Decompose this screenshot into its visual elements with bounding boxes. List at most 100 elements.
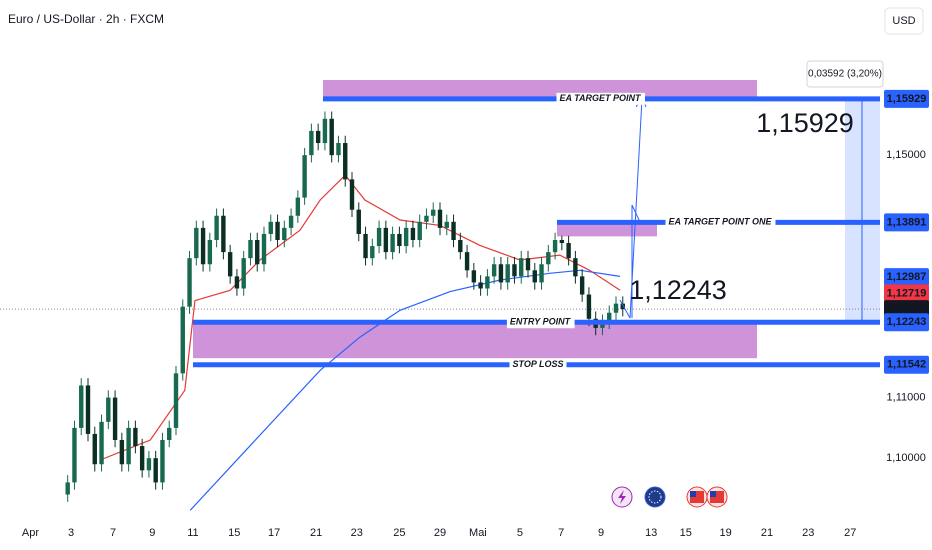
candle-body (478, 282, 483, 289)
candle-body (458, 240, 463, 253)
x-tick-label: Mai (469, 527, 487, 539)
x-tick-label: 23 (351, 527, 363, 539)
level-label-bg (556, 92, 646, 105)
y-tick-label: 1,11000 (887, 391, 926, 403)
plot: EA TARGET POINT EA TARGET POINT ONE ENTRY … (0, 80, 880, 511)
x-tick-label: 13 (645, 527, 657, 539)
candle-body (275, 221, 280, 240)
candle-body (403, 227, 409, 247)
candle-body (167, 427, 172, 440)
candle-body (261, 233, 267, 265)
icon-glyph (710, 491, 716, 497)
candle-body (302, 155, 307, 198)
candle-body (464, 252, 470, 271)
candle-body (146, 458, 152, 471)
candle-body (99, 421, 104, 465)
x-tick-label: 15 (680, 527, 692, 539)
candle-body (295, 197, 301, 216)
candle-body (525, 258, 531, 271)
candle-body (491, 264, 497, 277)
y-tick-label: 1,15000 (886, 149, 926, 161)
candle-body (356, 209, 361, 234)
candle-body (92, 433, 97, 465)
candle-body (85, 385, 91, 434)
candle-body (343, 143, 348, 180)
x-tick-label: 5 (517, 527, 523, 539)
candle-body (322, 118, 328, 144)
candle-body (579, 276, 585, 295)
candle-body (613, 303, 619, 313)
candle-body (370, 246, 375, 259)
icon-glyph (648, 490, 662, 504)
candle-body (566, 243, 571, 259)
measure-tooltip (806, 60, 884, 88)
candle-body (417, 221, 422, 240)
target-arrow (631, 204, 641, 223)
candle-body (248, 240, 253, 259)
candle-body (552, 240, 558, 253)
level-label: ENTRY POINT (510, 317, 572, 327)
x-tick-label: 23 (802, 527, 814, 539)
candle-body (315, 130, 321, 144)
icon-glyph (690, 491, 696, 497)
candle-body (309, 130, 314, 156)
candle-body (227, 252, 233, 277)
candle-body (234, 276, 240, 289)
x-tick-label: 17 (268, 527, 280, 539)
price-tag (884, 89, 929, 108)
candle-body (139, 446, 145, 471)
level-label: STOP LOSS (512, 359, 563, 369)
candle-body (620, 303, 625, 310)
x-tick-label: 9 (149, 527, 155, 539)
candle-body (255, 240, 260, 265)
icon-glyph (618, 490, 626, 504)
entry-arrow (619, 299, 631, 319)
x-tick-label: Apr (22, 527, 39, 539)
candle-body (106, 397, 111, 422)
level-label-bg (509, 358, 567, 371)
currency[interactable]: USD (892, 15, 915, 27)
price-tag (884, 284, 929, 303)
level-label-bg (506, 316, 575, 329)
price-tag (884, 355, 929, 374)
zone (323, 80, 757, 99)
candle-body (207, 240, 213, 265)
candle-body (187, 258, 192, 307)
candle-body (512, 264, 517, 277)
chart-title: Euro / US-Dollar · 2h · FXCM (8, 12, 164, 26)
level-label: EA TARGET POINT ONE (668, 217, 772, 227)
candle-body (437, 209, 443, 228)
event-icons (611, 486, 728, 508)
candle-body (241, 258, 246, 289)
candle-body (505, 264, 510, 283)
candle-body (349, 179, 355, 210)
candle-body (600, 321, 605, 328)
candle-body (119, 440, 125, 465)
callout: 1,12243 (629, 275, 727, 305)
candle-body (194, 227, 199, 259)
candle-body (498, 264, 504, 283)
x-tick-label: 15 (228, 527, 240, 539)
candle-body (221, 215, 226, 253)
price-tag-label: 1,15929 (887, 93, 927, 105)
price-tag-label: 1,12987 (887, 271, 927, 283)
candle-body (444, 221, 449, 228)
price-tag-label: 1,13891 (887, 216, 927, 228)
currency-button[interactable] (884, 7, 924, 35)
candle-body (180, 306, 185, 374)
candle-body (532, 270, 537, 283)
event-icon[interactable] (644, 486, 666, 508)
candle-body (397, 233, 402, 247)
candle-body (431, 209, 436, 216)
candle-body (65, 482, 70, 495)
price-tag-label: 1,12243 (887, 316, 927, 328)
x-tick-label: 27 (844, 527, 856, 539)
candle-body (485, 276, 490, 289)
candle-body (126, 427, 131, 465)
candle-body (214, 215, 219, 240)
zone (193, 322, 757, 359)
price-tag-label: 1,12719 (887, 287, 927, 299)
candle-body (112, 397, 118, 440)
x-tick-label: 9 (598, 527, 604, 539)
